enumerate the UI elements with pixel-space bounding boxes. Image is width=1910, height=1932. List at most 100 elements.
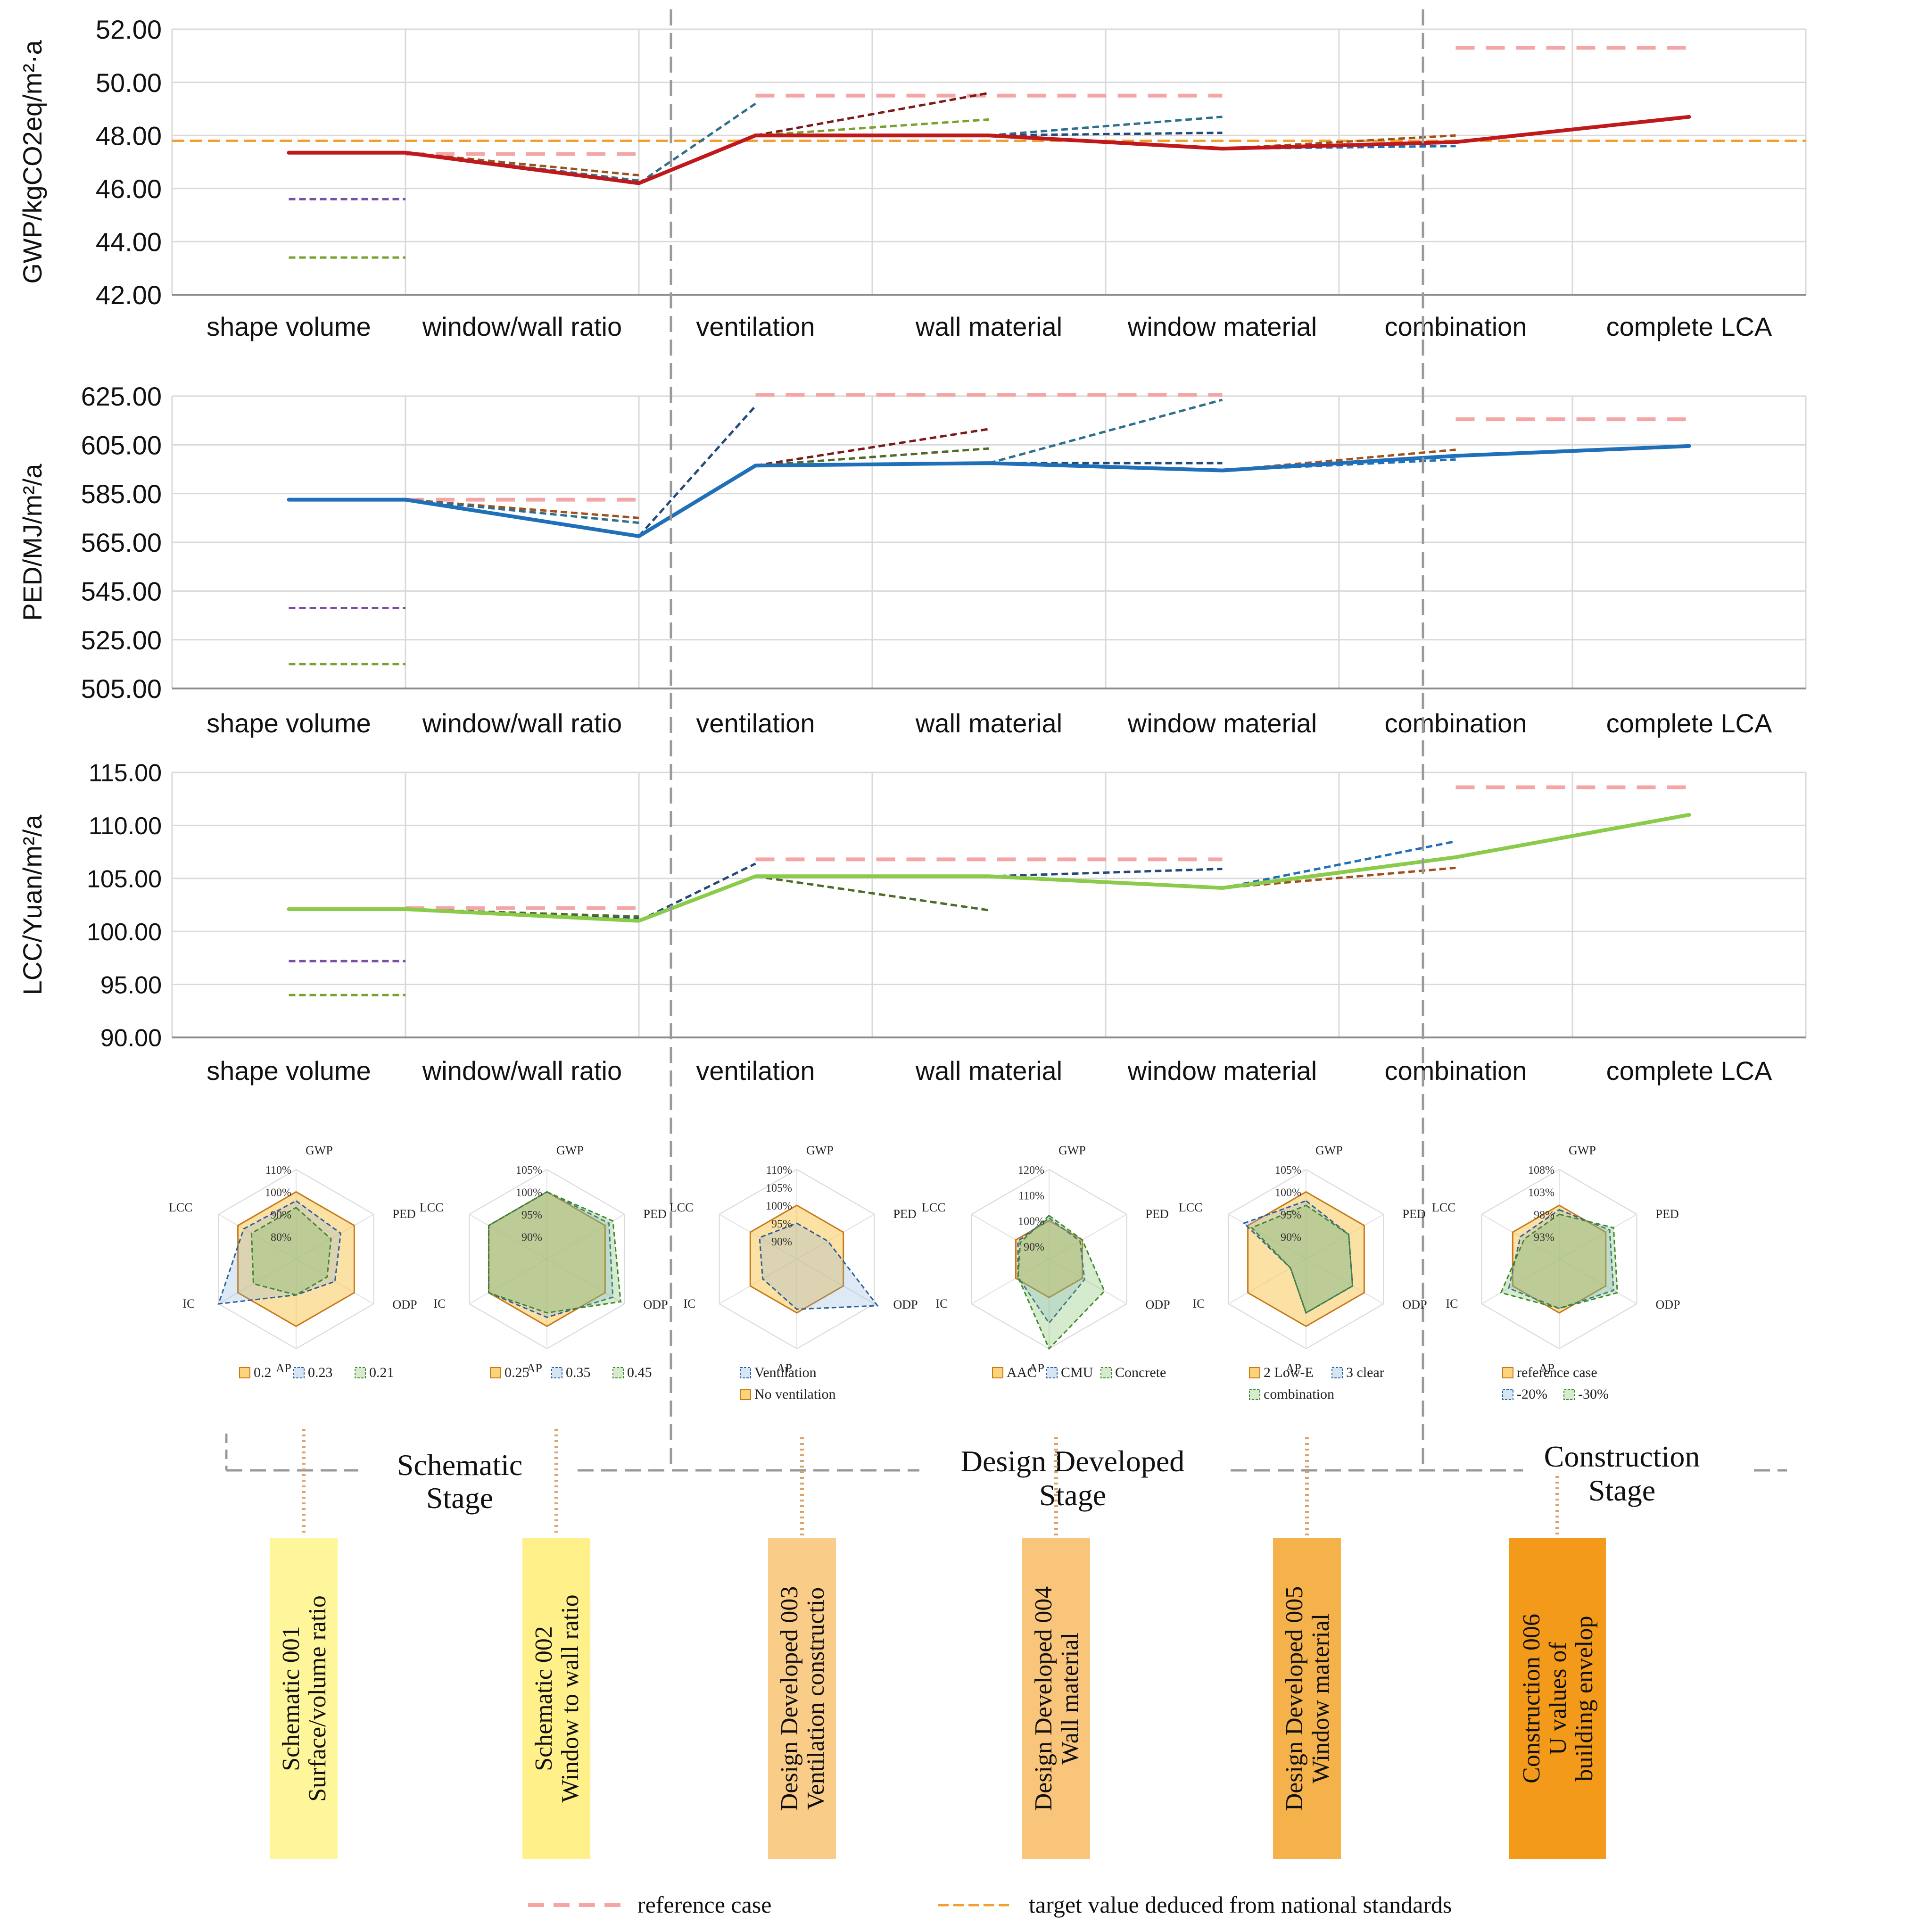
radar-chart: 108% 103% 98% 93% GWP PED ODP AP IC LCC reference … [1432,1144,1680,1402]
bottom-legend: reference case target value deduced from … [528,1891,1452,1918]
y-tick-label: 565.00 [81,528,162,557]
y-tick-label: 44.00 [96,227,162,257]
radar-axis-label: AP [276,1361,291,1375]
x-category-label: shape volume [207,708,371,738]
radar-ring-label: 95% [521,1209,542,1221]
branch-line [405,151,639,177]
x-category-label: shape volume [207,1056,371,1086]
x-category-label: complete LCA [1606,708,1772,738]
radar-legend-label: 0.45 [627,1365,652,1380]
y-tick-label: 105.00 [87,866,162,893]
radar-legend-swatch [355,1367,366,1378]
radar-chart: 110% 100% 90% 80% GWP PED ODP AP IC LCC 0.2 0.23 0.2… [169,1144,417,1380]
branch-line [988,398,1223,464]
radar-ring-label: 95% [1281,1209,1301,1221]
radar-series-ventilation [759,1222,879,1310]
x-category-label: window material [1127,312,1317,341]
branch-line [1222,840,1456,889]
x-category-label: combination [1385,1056,1527,1086]
y-tick-label: 46.00 [96,174,162,204]
radar-legend-swatch [1249,1389,1260,1400]
branch-line [755,91,989,137]
stage-box [1509,1538,1606,1859]
branch-line [638,405,757,537]
radar-legend-swatch [293,1367,305,1378]
stage-box-label: Design Developed 005 [1281,1586,1308,1811]
legend-reference-label: reference case [637,1891,771,1918]
radar-axis-label: LCC [1432,1201,1456,1214]
radar-ring-label: 90% [521,1232,542,1244]
y-tick-label: 545.00 [81,576,162,606]
y-tick-label: 505.00 [81,674,162,704]
radar-axis-label: LCC [670,1201,694,1214]
radar-legend-label: No ventilation [754,1386,835,1402]
radar-legend-swatch [992,1367,1003,1378]
stage-box [768,1538,836,1859]
branch-line [755,118,989,137]
x-category-label: ventilation [696,312,815,341]
radar-axis-label: PED [1146,1207,1169,1221]
radar-axis-label: PED [393,1207,416,1221]
radar-axis-label: ODP [1146,1298,1170,1311]
radar-legend-label: 0.25 [504,1365,529,1380]
y-tick-label: 525.00 [81,625,162,655]
stage-box-label: Wall material [1057,1633,1083,1765]
y-tick-label: 52.00 [96,15,162,44]
radar-legend-label: 3 clear [1346,1365,1384,1380]
stage-box-label: Design Developed 004 [1030,1586,1057,1811]
radar-legend-label: Ventilation [754,1365,817,1380]
radar-axis-label: AP [527,1361,542,1375]
y-tick-label: 605.00 [81,430,162,460]
radar-ring-label: 110% [1018,1190,1044,1202]
stage-box-label: Schematic 002 [530,1626,557,1771]
radar-series-2-low-e [1247,1191,1365,1327]
x-category-label: window material [1127,708,1317,738]
x-category-label: combination [1385,312,1527,341]
x-category-label: complete LCA [1606,312,1772,341]
radar-legend-swatch [239,1367,250,1378]
chart-panel-gwp: 42.00 44.00 46.00 48.00 50.00 52.00 shape volu… [17,15,1807,341]
radar-series-combination [1250,1204,1354,1314]
branch-line [405,498,639,524]
radar-legend-label: AAC [1007,1365,1036,1380]
radar-charts: 110% 100% 90% 80% GWP PED ODP AP IC LCC 0.2 0.23 0.2… [169,1144,1680,1402]
radar-axis-label: LCC [1179,1201,1203,1214]
radar-ring-label: 103% [1528,1187,1554,1199]
radar-axis-label: IC [1446,1297,1458,1310]
branch-line [1222,866,1456,889]
x-category-label: shape volume [207,312,371,341]
y-tick-label: 110.00 [89,813,162,840]
x-category-label: complete LCA [1606,1056,1772,1086]
radar-legend-label: Concrete [1115,1365,1166,1380]
branch-line [405,498,639,519]
stage-box [522,1538,590,1859]
stage-title: Schematic [397,1448,523,1482]
radar-legend-swatch [1331,1367,1343,1378]
y-tick-label: 100.00 [87,919,162,946]
y-tick-label: 585.00 [81,479,162,509]
radar-ring-label: 95% [771,1218,792,1230]
radar-legend-swatch [1100,1367,1112,1378]
radar-series-concrete [1017,1214,1106,1350]
radar-ring-label: 110% [766,1164,792,1177]
branch-line [405,908,639,918]
radar-ring-label: 90% [771,1236,792,1248]
radar-ring-label: 90% [1281,1232,1301,1244]
main-series-line [287,444,1691,539]
radar-ring-label: 100% [265,1187,291,1199]
radar-ring-label: 98% [1534,1209,1554,1221]
radar-legend-label: 2 Low-E [1264,1365,1314,1380]
radar-ring-label: 90% [271,1209,291,1221]
radar-series-3-clear [1242,1200,1354,1314]
branch-line [989,116,1223,137]
x-category-label: ventilation [696,1056,815,1086]
radar-ring-label: 105% [766,1182,792,1194]
radar-ring-label: 110% [265,1164,291,1177]
radar-axis-label: PED [893,1207,917,1221]
radar-axis-label: LCC [922,1201,946,1214]
x-category-label: combination [1385,708,1527,738]
radar-axis-label: PED [644,1207,667,1221]
branch-line [1222,145,1456,150]
radar-axis-label: IC [433,1297,446,1310]
